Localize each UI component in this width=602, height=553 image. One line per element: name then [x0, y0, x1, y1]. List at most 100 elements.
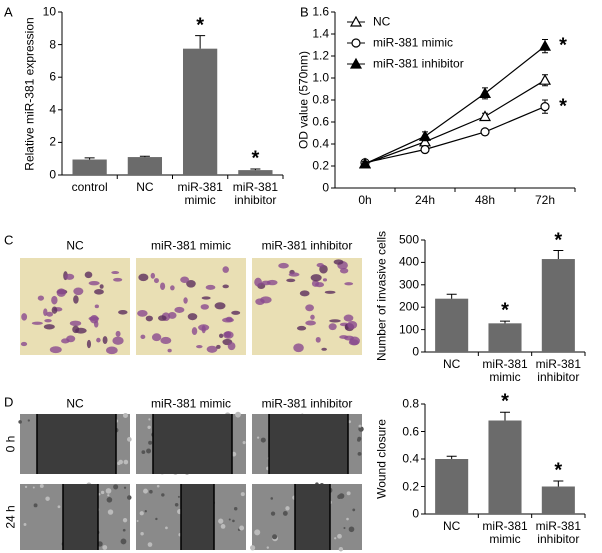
texture [147, 542, 153, 547]
cell [44, 318, 52, 323]
cell [31, 321, 43, 325]
texture [24, 485, 28, 489]
texture [220, 524, 226, 529]
texture [338, 547, 344, 552]
texture [346, 491, 351, 496]
cell [86, 339, 92, 349]
marker [358, 157, 372, 169]
texture [106, 496, 113, 503]
significance-mark: * [501, 299, 509, 322]
bar [541, 259, 575, 352]
legend-label: NC [373, 14, 391, 29]
texture [149, 489, 153, 494]
y-tick-label: 6 [49, 69, 56, 84]
y-tick-label: 500 [398, 232, 419, 247]
cell [201, 296, 211, 300]
x-tick-label: miR-381 inhibitor [232, 180, 279, 207]
cell [153, 278, 159, 284]
cell [321, 347, 327, 351]
error-bar [446, 293, 457, 299]
marker [351, 38, 361, 48]
cell [214, 302, 226, 310]
texture [232, 519, 235, 523]
cell [231, 310, 241, 315]
texture [146, 448, 152, 454]
error-bar [250, 168, 261, 171]
wound-gap [269, 414, 348, 474]
cell [347, 320, 358, 329]
marker [349, 57, 363, 69]
cell [322, 278, 327, 282]
error-bar [500, 411, 510, 421]
y-tick-label: 4 [49, 102, 56, 117]
cell [299, 290, 310, 297]
cell [89, 315, 99, 324]
significance-mark: * [251, 147, 260, 170]
cell [339, 268, 349, 274]
texture [218, 518, 224, 524]
x-tick-label: 24h [414, 193, 436, 207]
texture [242, 441, 246, 445]
cell [118, 310, 128, 315]
texture [144, 510, 147, 513]
y-axis-label: Number of invasive cells [374, 230, 389, 362]
cell [288, 272, 300, 277]
cell [69, 320, 82, 327]
y-tick-label: 0.4 [402, 451, 419, 466]
significance-mark: * [196, 14, 205, 37]
error-bar [139, 155, 150, 158]
y-axis-label: Wound closure [374, 419, 389, 499]
texture [239, 525, 245, 531]
cell [72, 325, 80, 334]
cell [343, 314, 354, 322]
cell [222, 284, 229, 289]
texture [358, 426, 364, 432]
image-label: NC [66, 238, 84, 253]
significance-mark: * [559, 95, 567, 118]
panel-label: C [4, 232, 14, 248]
y-tick-label: 0.6 [402, 424, 419, 438]
texture [120, 538, 127, 545]
texture [357, 451, 362, 456]
row-label: 0 h [3, 435, 18, 453]
cell [225, 331, 232, 338]
texture [33, 503, 38, 508]
texture [256, 436, 260, 439]
y-tick-label: 0.8 [402, 396, 419, 411]
texture [228, 518, 231, 521]
x-tick-label: control [71, 180, 108, 194]
cell [46, 311, 54, 317]
wound-gap [37, 414, 116, 474]
texture [18, 420, 22, 424]
cell [137, 310, 148, 317]
cell [20, 341, 28, 347]
cell [113, 277, 123, 282]
image-label: NC [66, 396, 84, 411]
texture [57, 505, 61, 509]
cell [73, 287, 84, 296]
cell [296, 325, 307, 331]
cell [111, 271, 120, 275]
texture [147, 425, 151, 430]
y-tick-label: 1.2 [312, 48, 329, 63]
cell [51, 306, 58, 314]
texture [23, 523, 27, 526]
texture [148, 418, 151, 421]
cell [167, 348, 172, 353]
texture [155, 517, 158, 521]
x-tick-label: miR-381 mimic [482, 357, 528, 384]
cell [191, 327, 198, 336]
cell [305, 304, 314, 312]
y-tick-label: 8 [49, 37, 56, 52]
cell [170, 285, 175, 291]
texture [174, 503, 179, 507]
error-bar [195, 35, 206, 49]
y-tick-label: 300 [398, 277, 419, 292]
texture [338, 493, 345, 499]
cell [94, 289, 104, 295]
cell [180, 276, 190, 284]
cell [21, 313, 28, 321]
cell [167, 312, 177, 319]
texture [235, 411, 241, 418]
